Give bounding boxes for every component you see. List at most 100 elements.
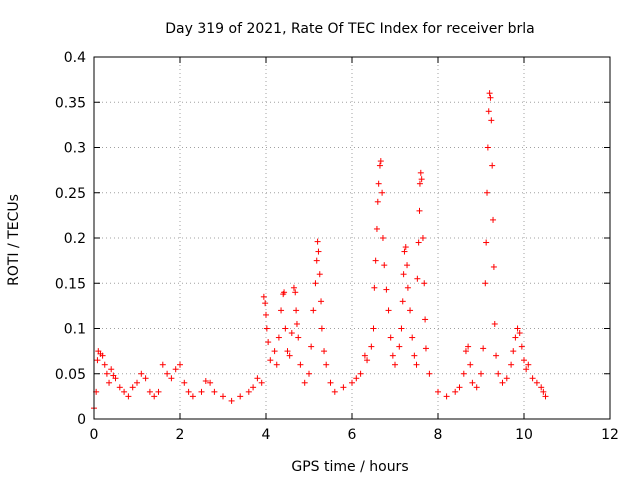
data-point [340,384,347,391]
data-point [301,379,308,386]
data-point [381,262,388,269]
data-point [404,284,411,291]
data-point [267,357,274,364]
data-point [99,352,106,359]
data-point [275,334,282,341]
data-point [263,325,270,332]
data-point [228,397,235,404]
data-point [489,162,496,169]
data-point [108,366,115,373]
data-point [416,207,423,214]
data-point [211,388,218,395]
data-point [467,361,474,368]
data-point [490,263,497,270]
data-point [353,375,360,382]
data-point [323,361,330,368]
data-point [129,384,136,391]
data-point [370,325,377,332]
data-point [372,257,379,264]
data-point [159,361,166,368]
axis-ticks: 0 2 4 6 8 10 12 0 0.05 0.1 0.15 0.2 0.25 0.3 0.35 0.4 [55,50,619,443]
data-point [321,348,328,355]
data-point [465,343,472,350]
data-point [125,393,132,400]
data-point [373,225,380,232]
data-point [297,361,304,368]
chart-title: Day 319 of 2021, Rate Of TEC Index for r… [165,21,534,37]
data-point [151,393,158,400]
data-point [516,330,523,337]
data-point [368,343,375,350]
data-point [250,384,257,391]
data-point [398,325,405,332]
data-point [385,307,392,314]
y-tick-label: 0.3 [64,141,86,157]
data-point [508,361,515,368]
data-point [286,352,293,359]
data-point [245,388,252,395]
data-point [258,379,265,386]
data-point [271,348,278,355]
data-point [421,280,428,287]
data-point [189,393,196,400]
data-point [318,325,325,332]
data-point [485,108,492,115]
data-point [484,144,491,151]
data-point [540,388,547,395]
data-point [414,275,421,282]
x-tick-label: 10 [515,427,533,443]
data-point [542,393,549,400]
data-point [499,379,506,386]
data-point [288,330,295,337]
data-point [172,366,179,373]
data-point [426,370,433,377]
data-point [469,379,476,386]
data-point [254,375,261,382]
data-point [293,307,300,314]
data-point [314,238,321,245]
data-point [103,370,110,377]
data-point [134,379,140,386]
x-tick-label: 8 [434,427,443,443]
data-point [278,307,285,314]
data-point [525,361,532,368]
data-point [452,388,459,395]
data-point [164,370,171,377]
data-point [146,388,153,395]
data-point [202,377,209,384]
data-point [419,235,426,241]
data-point [198,388,205,395]
data-point [292,289,299,296]
y-tick-label: 0 [77,412,86,428]
data-point [538,384,545,391]
data-point [484,189,491,196]
data-point [409,334,416,341]
data-point [491,320,498,327]
data-point [518,343,525,350]
data-point [262,300,269,307]
data-point [456,384,463,391]
data-point [260,293,267,300]
x-tick-label: 6 [348,427,357,443]
data-point [387,334,394,341]
data-point [168,375,175,382]
data-point [142,375,149,382]
data-point [495,370,502,377]
data-point [112,375,119,382]
data-point [411,352,418,359]
data-point [315,248,322,255]
data-point [207,379,214,386]
data-point [521,357,527,364]
data-point [155,388,162,395]
data-point [399,298,406,305]
data-point [106,379,113,386]
data-point [389,352,396,359]
data-point [310,307,317,314]
data-point [371,284,378,291]
data-point [281,289,288,296]
data-point [327,379,334,386]
data-point [316,271,323,278]
data-point [308,343,315,350]
data-point [312,280,319,287]
